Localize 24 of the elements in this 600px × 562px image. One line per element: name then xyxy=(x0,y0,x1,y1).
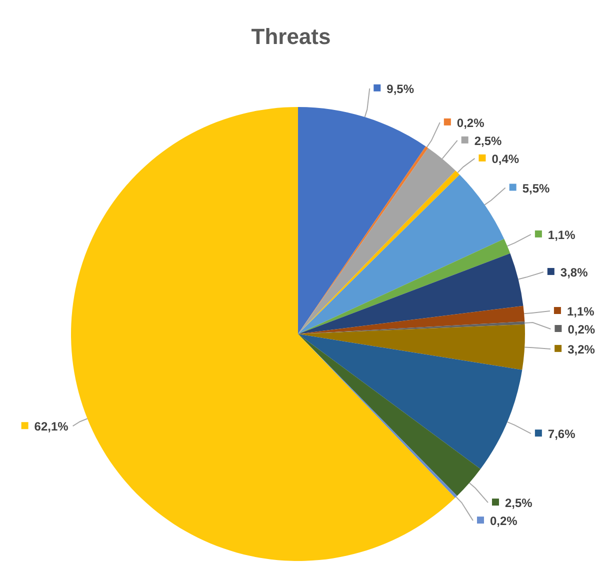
pie-slice xyxy=(298,334,522,469)
pie-slice xyxy=(298,253,524,334)
data-label: 3,8% xyxy=(560,265,588,280)
data-label: 2,5% xyxy=(504,496,533,510)
pie-slice xyxy=(298,174,504,334)
data-label: 1,1% xyxy=(548,228,576,242)
pie-slice xyxy=(298,146,428,334)
data-label: 7,6% xyxy=(548,427,576,442)
data-label: 2,5% xyxy=(474,134,502,148)
pie-slice xyxy=(298,107,426,334)
data-label: 0,2% xyxy=(490,514,518,528)
pie-slice xyxy=(298,238,510,334)
data-label: 5,5% xyxy=(522,181,550,196)
pie-slice xyxy=(298,306,525,334)
data-label: 0,4% xyxy=(492,152,520,166)
data-label: 0,2% xyxy=(456,116,485,130)
pie-slice xyxy=(298,324,525,370)
chart-title: Threats xyxy=(251,24,331,49)
data-label: 9,5% xyxy=(386,82,414,96)
pie-slice xyxy=(71,107,456,561)
data-label: 1,1% xyxy=(566,304,595,318)
data-label: 0,2% xyxy=(568,322,596,336)
data-label: 62,1% xyxy=(34,420,69,434)
data-label: 3,2% xyxy=(568,342,596,356)
